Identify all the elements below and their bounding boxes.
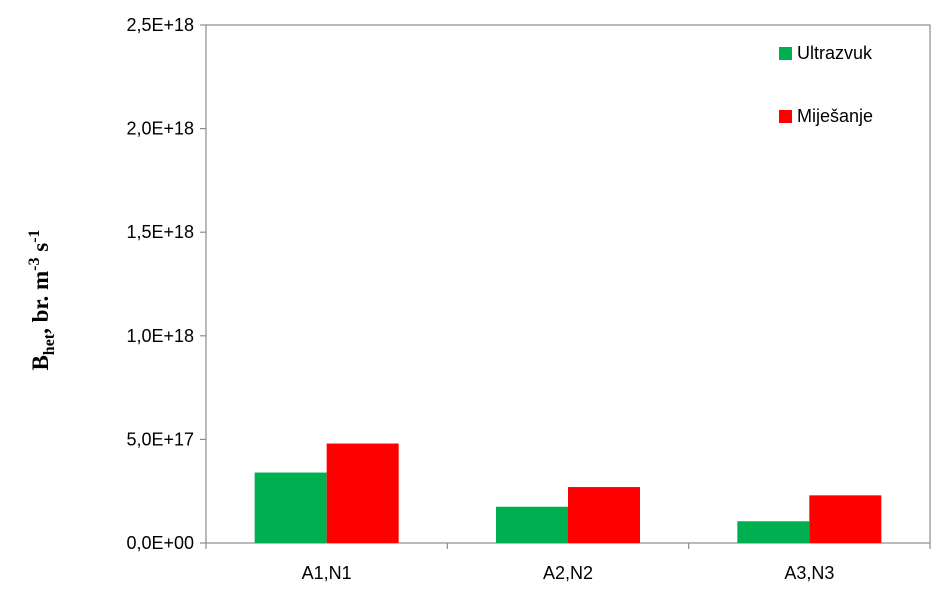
y-tick-label: 0,0E+00	[126, 533, 194, 553]
y-axis-label-sup1: -3	[26, 257, 43, 270]
x-axis-ticks: A1,N1 A2,N2 A3,N3	[205, 543, 931, 583]
y-axis-label: Bhet, br. m-3 s-1	[26, 229, 58, 370]
legend-label-ultrazvuk: Ultrazvuk	[797, 43, 873, 63]
plot-border	[205, 24, 931, 544]
y-axis-label-sup2: -1	[26, 229, 43, 242]
legend-swatch-ultrazvuk	[779, 47, 792, 60]
y-axis-label-main: B	[28, 355, 53, 370]
bar-ultrazvuk-3	[737, 521, 810, 543]
legend-label-mijesanje: Miješanje	[797, 106, 873, 126]
x-tick-label: A2,N2	[543, 563, 593, 583]
y-tick-label: 1,5E+18	[126, 222, 194, 242]
bar-ultrazvuk-1	[254, 472, 327, 543]
x-tick-label: A1,N1	[302, 563, 352, 583]
y-tick-label: 2,5E+18	[126, 15, 194, 35]
x-tick-label: A3,N3	[784, 563, 834, 583]
legend-swatch-mijesanje	[779, 110, 792, 123]
y-axis-label-sub: het	[41, 333, 58, 355]
y-tick-label: 1,0E+18	[126, 326, 194, 346]
bar-mije-anje-3	[809, 495, 882, 543]
bar-ultrazvuk-2	[496, 506, 568, 543]
y-axis-ticks: 0,0E+00 5,0E+17 1,0E+18 1,5E+18 2,0E+18 2,5E+…	[126, 15, 206, 553]
y-tick-label: 2,0E+18	[126, 119, 194, 139]
plot-area	[205, 24, 931, 544]
y-tick-label: 5,0E+17	[126, 429, 194, 449]
bar-series	[254, 443, 882, 543]
bar-mije-anje-1	[326, 443, 399, 543]
legend: Ultrazvuk Miješanje	[779, 43, 873, 126]
bar-mije-anje-2	[568, 487, 640, 543]
y-axis-label-mid: , br. m	[28, 271, 53, 334]
y-axis-label-mid2: s	[28, 243, 53, 258]
